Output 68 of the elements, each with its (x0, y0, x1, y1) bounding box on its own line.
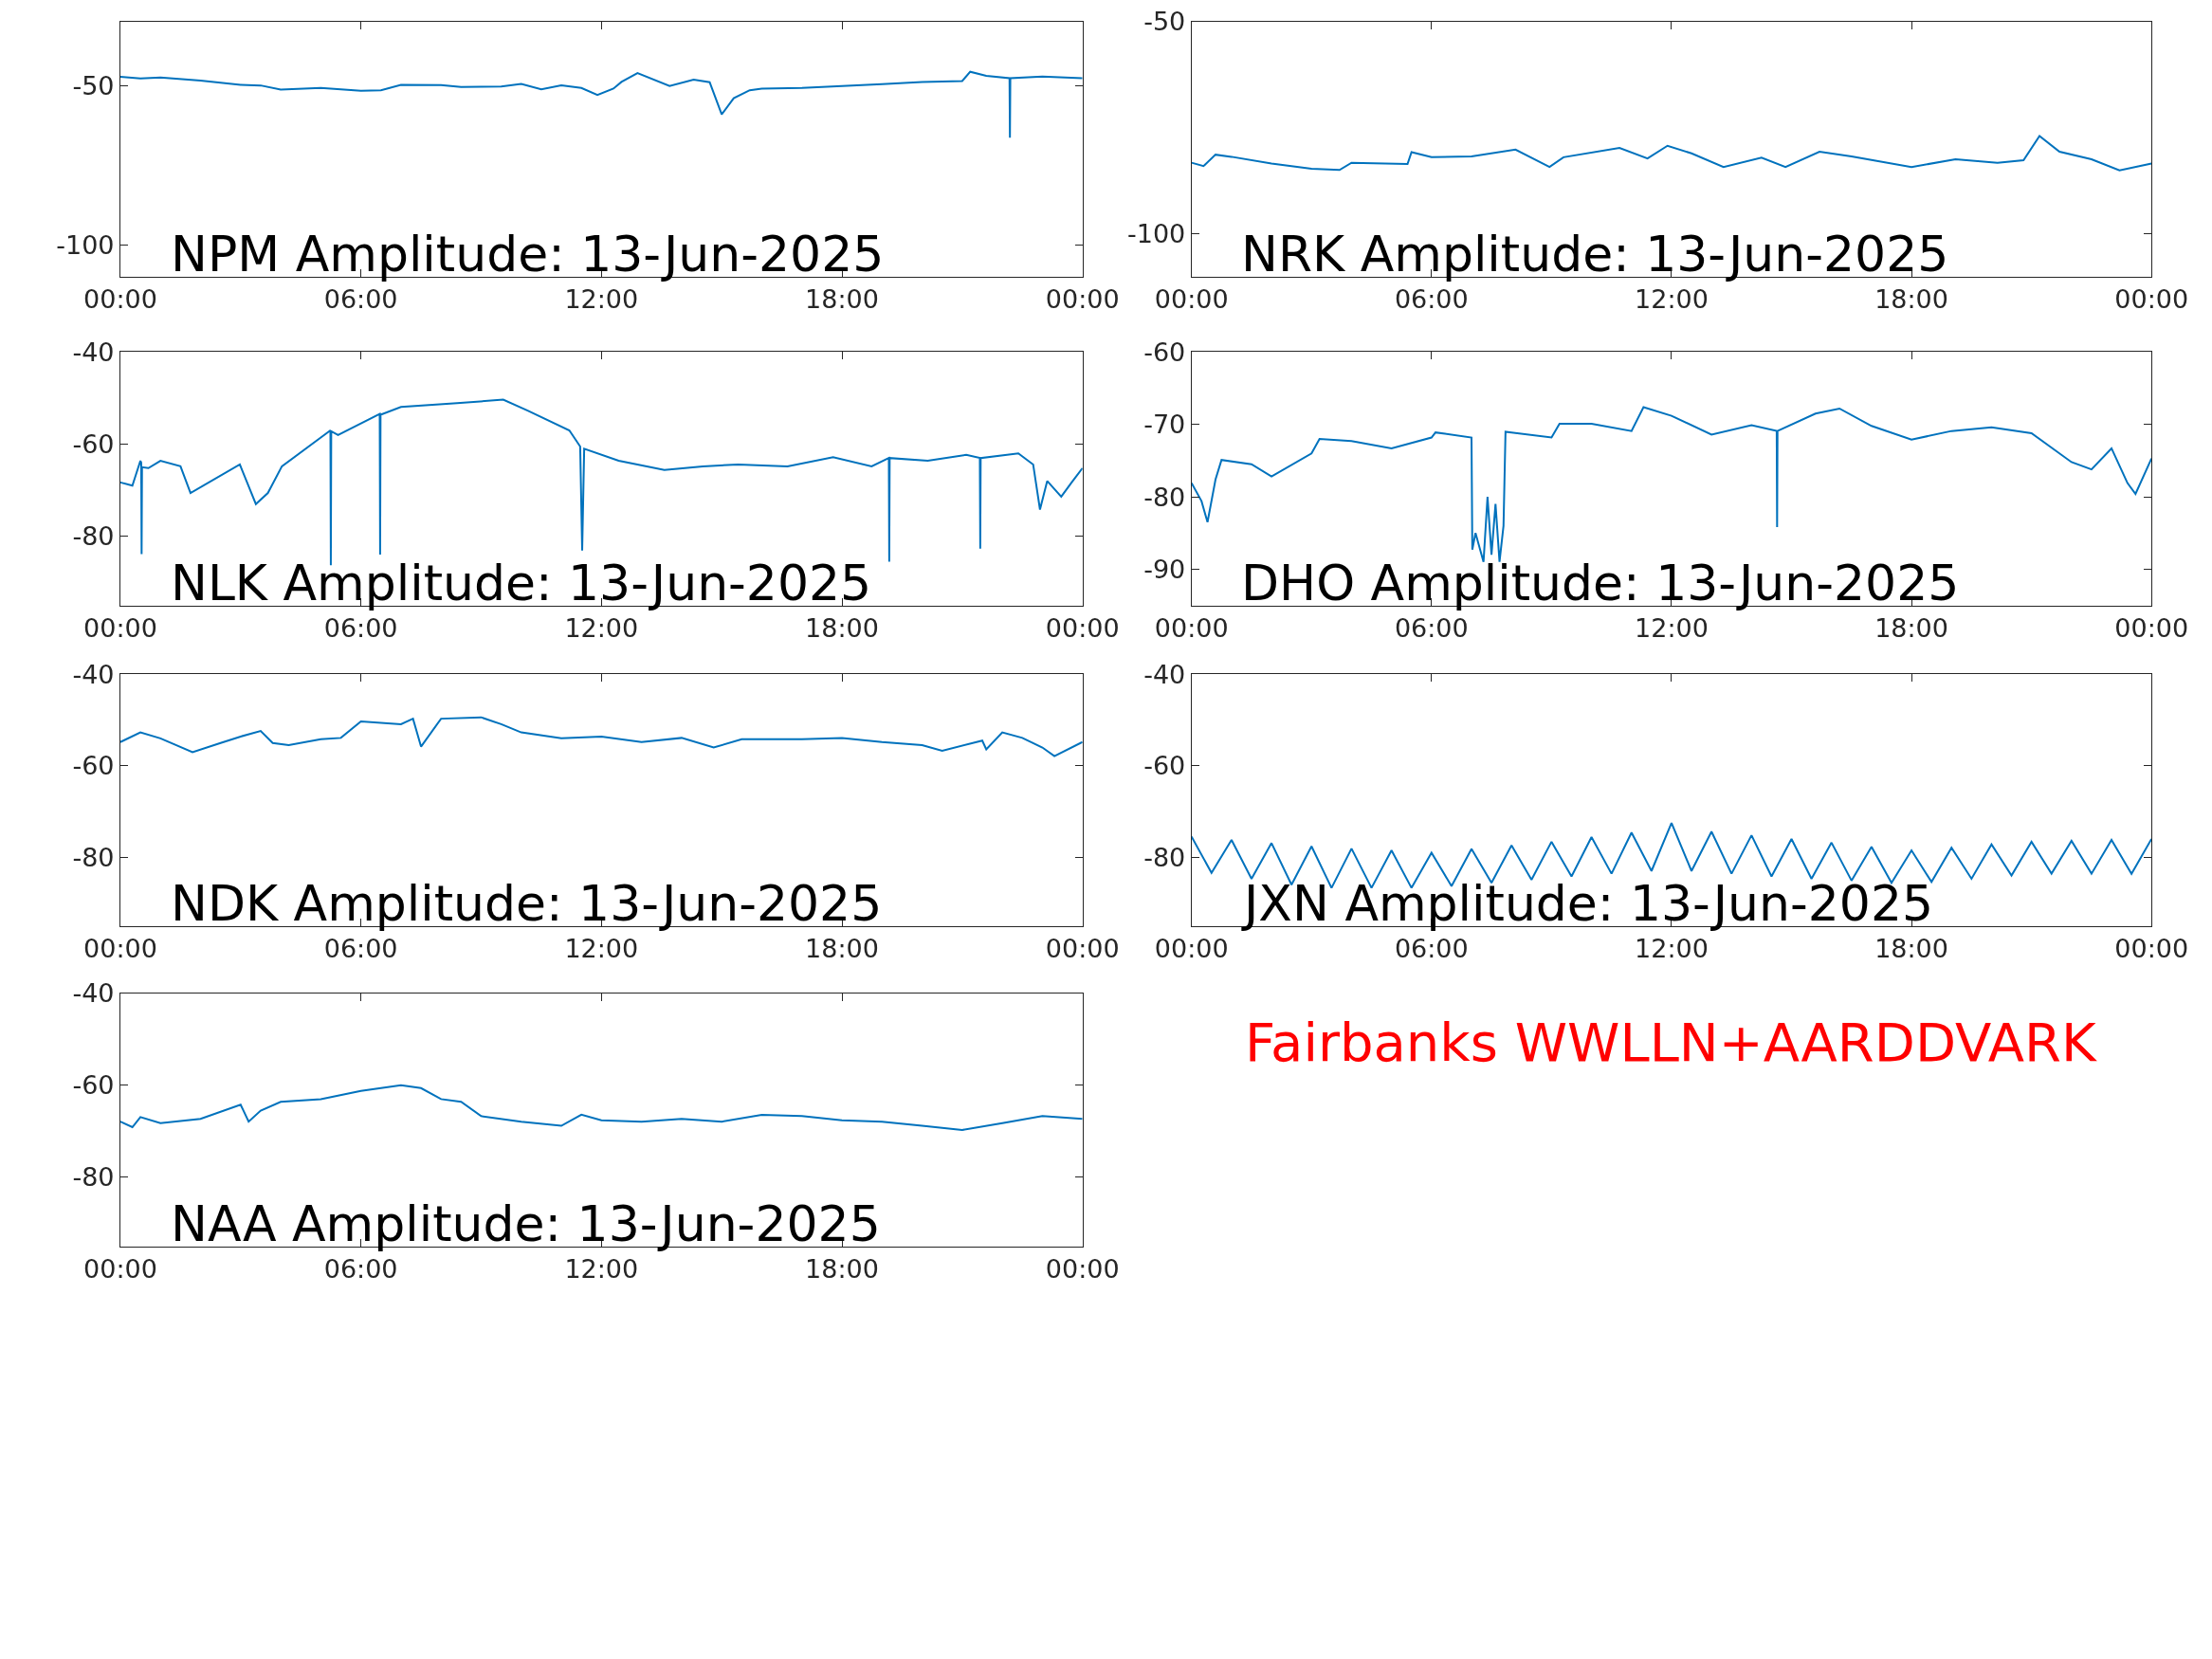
text: NRK Amplitude: 13-Jun-2025 (1241, 226, 1949, 283)
x-tick-label: 18:00 (805, 612, 879, 643)
y-tick-label: -50 (72, 70, 115, 100)
x-tick-label: 12:00 (564, 1254, 639, 1285)
y-tick-label: -100 (1127, 219, 1186, 249)
line-series (119, 716, 1083, 757)
y-tick-label: -60 (72, 751, 115, 781)
text: DHO Amplitude: 13-Jun-2025 (1241, 555, 1960, 611)
x-tick-label: 00:00 (2114, 284, 2189, 315)
x-tick-label: 12:00 (564, 284, 639, 315)
x-tick-label: 18:00 (1874, 284, 1948, 315)
x-tick-label: 18:00 (805, 934, 879, 964)
x-tick-label: 06:00 (1394, 934, 1469, 964)
y-tick-label: -60 (72, 1070, 115, 1101)
x-tick-label: 00:00 (1154, 612, 1229, 643)
y-tick-label: -80 (1143, 842, 1186, 872)
x-tick-label: 12:00 (1635, 612, 1709, 643)
y-tick-label: -40 (1143, 659, 1186, 689)
y-tick-label: -40 (72, 337, 115, 367)
x-tick-label: 00:00 (1045, 612, 1120, 643)
x-tick-label: 06:00 (323, 612, 398, 643)
line-series (1191, 135, 2152, 172)
y-tick-label: -70 (1143, 410, 1186, 440)
y-tick-label: -60 (1143, 751, 1186, 781)
x-tick-label: 00:00 (1045, 1254, 1120, 1285)
x-tick-label: 18:00 (1874, 934, 1948, 964)
text: JXN Amplitude: 13-Jun-2025 (1241, 875, 1934, 932)
text: NAA Amplitude: 13-Jun-2025 (171, 1195, 881, 1252)
text: Fairbanks WWLLN+AARDDVARK (1245, 1012, 2097, 1073)
y-tick-label: -80 (72, 1162, 115, 1193)
x-tick-label: 18:00 (1874, 612, 1948, 643)
x-tick-label: 18:00 (805, 1254, 879, 1285)
x-tick-label: 00:00 (83, 612, 157, 643)
x-tick-label: 12:00 (1635, 934, 1709, 964)
x-tick-label: 00:00 (83, 934, 157, 964)
y-tick-label: -40 (72, 659, 115, 689)
x-tick-label: 00:00 (1045, 934, 1120, 964)
y-tick-label: -80 (72, 521, 115, 552)
x-tick-label: 00:00 (1154, 934, 1229, 964)
x-tick-label: 12:00 (1635, 284, 1709, 315)
x-tick-label: 00:00 (2114, 612, 2189, 643)
text: NLK Amplitude: 13-Jun-2025 (171, 555, 872, 611)
x-tick-label: 12:00 (564, 612, 639, 643)
x-tick-label: 00:00 (1154, 284, 1229, 315)
y-tick-label: -50 (1143, 7, 1186, 37)
line-series (119, 70, 1083, 139)
x-tick-label: 00:00 (2114, 934, 2189, 964)
line-series (1191, 406, 2152, 563)
x-tick-label: 06:00 (323, 284, 398, 315)
y-tick-label: -80 (72, 842, 115, 872)
y-tick-label: -60 (1143, 337, 1186, 367)
x-tick-label: 06:00 (323, 934, 398, 964)
y-tick-label: -100 (56, 229, 115, 260)
text: NPM Amplitude: 13-Jun-2025 (171, 226, 885, 283)
y-tick-label: -90 (1143, 554, 1186, 584)
x-tick-label: 06:00 (1394, 612, 1469, 643)
x-tick-label: 18:00 (805, 284, 879, 315)
x-tick-label: 06:00 (323, 1254, 398, 1285)
x-tick-label: 00:00 (1045, 284, 1120, 315)
y-tick-label: -60 (72, 429, 115, 460)
x-tick-label: 06:00 (1394, 284, 1469, 315)
text: NDK Amplitude: 13-Jun-2025 (171, 875, 883, 932)
x-tick-label: 00:00 (83, 284, 157, 315)
x-tick-label: 00:00 (83, 1254, 157, 1285)
y-tick-label: -80 (1143, 482, 1186, 512)
y-tick-label: -40 (72, 978, 115, 1009)
x-tick-label: 12:00 (564, 934, 639, 964)
line-series (119, 1084, 1083, 1131)
